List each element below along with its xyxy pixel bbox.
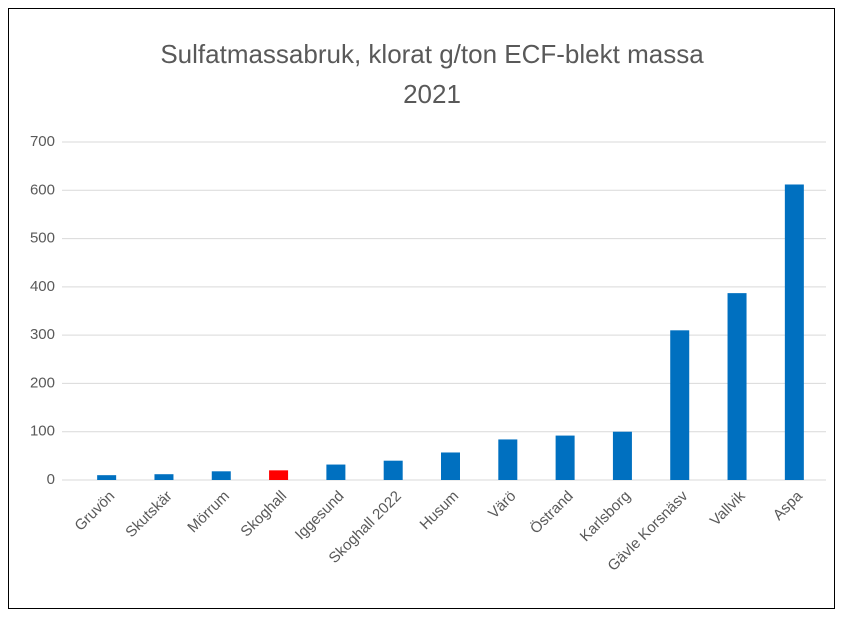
bar bbox=[97, 475, 117, 480]
bar bbox=[326, 464, 346, 480]
bar bbox=[383, 460, 403, 480]
bar bbox=[211, 471, 231, 480]
bar bbox=[727, 293, 747, 480]
y-tick-label: 700 bbox=[30, 133, 55, 150]
y-tick-label: 0 bbox=[47, 471, 55, 488]
chart-border bbox=[8, 8, 835, 609]
y-tick-label: 600 bbox=[30, 181, 55, 198]
bar bbox=[784, 184, 804, 480]
y-tick-label: 500 bbox=[30, 230, 55, 247]
y-tick-label: 100 bbox=[30, 423, 55, 440]
bar bbox=[555, 435, 575, 480]
bar bbox=[154, 474, 174, 480]
y-tick-label: 400 bbox=[30, 278, 55, 295]
bar bbox=[498, 439, 518, 480]
chart-title: 2021 bbox=[403, 79, 461, 109]
chart-title: Sulfatmassabruk, klorat g/ton ECF-blekt … bbox=[160, 39, 704, 69]
y-tick-label: 300 bbox=[30, 326, 55, 343]
bar bbox=[441, 452, 460, 480]
bar bbox=[612, 431, 632, 480]
y-tick-label: 200 bbox=[30, 374, 55, 391]
bar bbox=[670, 330, 690, 480]
bar bbox=[269, 470, 289, 480]
